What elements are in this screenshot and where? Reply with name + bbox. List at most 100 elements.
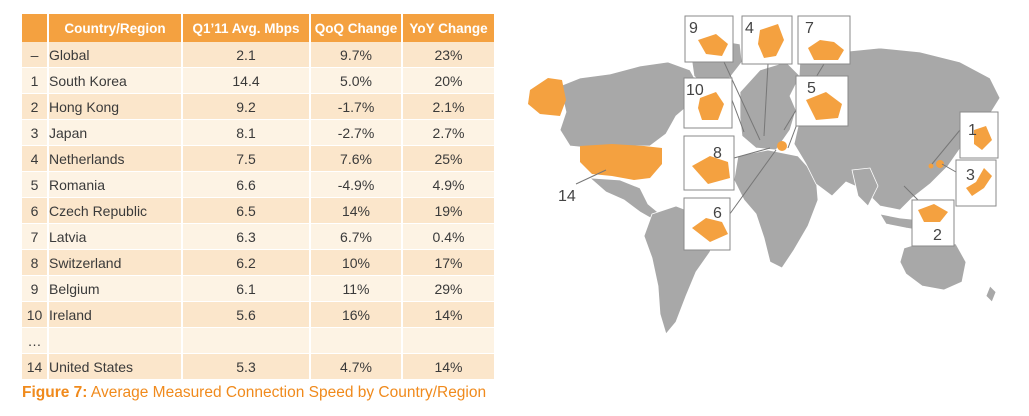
cell-country: Japan (48, 119, 183, 146)
highlight-alaska (528, 78, 566, 116)
table-row: 5 Romania 6.6 -4.9% 4.9% (22, 171, 494, 198)
callout-14: 14 (558, 188, 576, 205)
table-row: 10 Ireland 5.6 16% 14% (22, 301, 494, 328)
cell-qoq: 5.0% (310, 67, 403, 94)
cell-qoq: 4.7% (310, 353, 403, 380)
table-header-row: Country/Region Q1’11 Avg. Mbps QoQ Chang… (22, 14, 494, 42)
highlight-japan (936, 160, 944, 168)
cell-yoy: 14% (402, 353, 494, 380)
table-row: 4 Netherlands 7.5 7.6% 25% (22, 145, 494, 172)
cell-country: Hong Kong (48, 93, 183, 120)
cell-yoy: 0.4% (402, 223, 494, 250)
leader-1 (931, 129, 961, 165)
cell-country: Switzerland (48, 249, 183, 276)
cell-yoy: 25% (402, 145, 494, 172)
cell-avg-mbps: 14.4 (182, 67, 311, 94)
land-africa (733, 149, 819, 269)
table-row: 3 Japan 8.1 -2.7% 2.7% (22, 119, 494, 146)
cell-country: South Korea (48, 67, 183, 94)
caption-label: Figure 7: (22, 384, 88, 401)
table-row: 7 Latvia 6.3 6.7% 0.4% (22, 223, 494, 250)
inset-shape-romania (806, 92, 842, 120)
cell-yoy: 2.1% (402, 93, 494, 120)
callout-10: 10 (686, 82, 704, 99)
inset-box-3 (955, 159, 997, 207)
cell-qoq: 14% (310, 197, 403, 224)
land-new-zealand (985, 285, 997, 303)
inset-shape-ireland (698, 92, 724, 120)
land-canada (559, 61, 701, 149)
cell-qoq (310, 327, 403, 354)
cell-qoq: -1.7% (310, 93, 403, 120)
cell-avg-mbps: 5.3 (182, 353, 311, 380)
cell-rank: 10 (22, 301, 49, 328)
inset-shape-netherlands (758, 24, 784, 58)
leader-6 (723, 149, 777, 223)
cell-rank: … (22, 327, 49, 354)
cell-qoq: 11% (310, 275, 403, 302)
cell-avg-mbps: 6.5 (182, 197, 311, 224)
inset-shape-japan (966, 168, 992, 196)
cell-avg-mbps: 8.1 (182, 119, 311, 146)
speed-table: Country/Region Q1’11 Avg. Mbps QoQ Chang… (22, 14, 494, 380)
cell-rank: 4 (22, 145, 49, 172)
cell-avg-mbps: 2.1 (182, 42, 311, 68)
cell-qoq: -4.9% (310, 171, 403, 198)
header-yoy: YoY Change (402, 14, 494, 42)
cell-qoq: -2.7% (310, 119, 403, 146)
cell-yoy: 4.9% (402, 171, 494, 198)
caption-text: Average Measured Connection Speed by Cou… (87, 384, 487, 401)
callout-5: 5 (807, 80, 816, 97)
land-mexico (588, 177, 661, 221)
cell-rank: 9 (22, 275, 49, 302)
cell-rank: 7 (22, 223, 49, 250)
cell-country: Netherlands (48, 145, 183, 172)
cell-avg-mbps: 6.3 (182, 223, 311, 250)
cell-avg-mbps: 9.2 (182, 93, 311, 120)
inset-shape-switzerland (692, 156, 730, 184)
highlighted-countries (528, 78, 944, 180)
cell-rank: 6 (22, 197, 49, 224)
table-row: 14 United States 5.3 4.7% 14% (22, 353, 494, 380)
table-row: 6 Czech Republic 6.5 14% 19% (22, 197, 494, 224)
cell-rank: 8 (22, 249, 49, 276)
leader-4 (763, 63, 769, 137)
inset-shape-hong-kong (918, 204, 948, 222)
cell-yoy: 2.7% (402, 119, 494, 146)
cell-yoy: 29% (402, 275, 494, 302)
cell-rank: – (22, 42, 49, 68)
land-india (851, 167, 879, 207)
callout-9: 9 (689, 20, 698, 37)
inset-shapes (692, 24, 992, 242)
cell-avg-mbps: 6.6 (182, 171, 311, 198)
cell-country: Ireland (48, 301, 183, 328)
leader-14 (575, 169, 607, 185)
cell-qoq: 16% (310, 301, 403, 328)
table-row: – Global 2.1 9.7% 23% (22, 42, 494, 68)
table-row: … (22, 327, 494, 354)
cell-qoq: 6.7% (310, 223, 403, 250)
leader-10 (731, 99, 745, 133)
cell-qoq: 10% (310, 249, 403, 276)
callout-labels: 9 4 7 10 5 8 6 1 3 2 14 (558, 20, 977, 244)
highlight-europe-cluster (777, 141, 787, 151)
cell-rank: 5 (22, 171, 49, 198)
inset-shape-belgium (698, 34, 728, 56)
cell-avg-mbps (182, 327, 311, 354)
table-row: 8 Switzerland 6.2 10% 17% (22, 249, 494, 276)
highlight-korea (928, 163, 934, 169)
leader-3 (941, 163, 957, 173)
header-qoq: QoQ Change (310, 14, 403, 42)
cell-country: Czech Republic (48, 197, 183, 224)
cell-yoy: 20% (402, 67, 494, 94)
cell-rank: 1 (22, 67, 49, 94)
landmasses (559, 39, 1001, 335)
callout-3: 3 (966, 167, 975, 184)
cell-qoq: 9.7% (310, 42, 403, 68)
cell-country: United States (48, 353, 183, 380)
cell-rank: 14 (22, 353, 49, 380)
cell-qoq: 7.6% (310, 145, 403, 172)
callout-6: 6 (713, 205, 722, 222)
figure-caption: Figure 7: Average Measured Connection Sp… (22, 384, 486, 402)
cell-yoy (402, 327, 494, 354)
